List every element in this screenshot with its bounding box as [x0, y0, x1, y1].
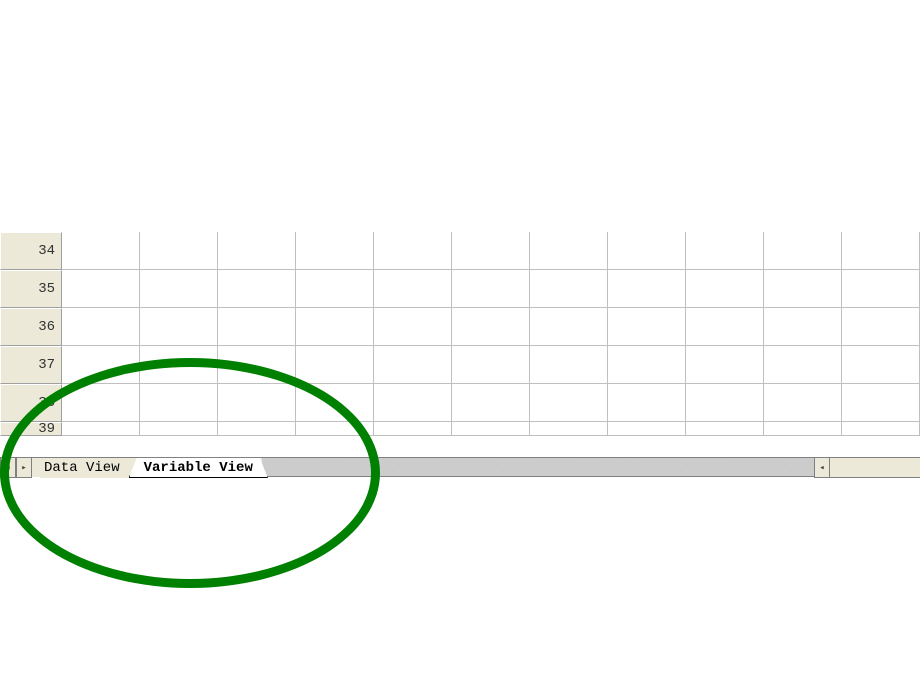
cell[interactable]: [686, 270, 764, 308]
cell[interactable]: [452, 308, 530, 346]
cell[interactable]: [218, 384, 296, 422]
cell[interactable]: [842, 422, 920, 436]
table-row: 34: [0, 232, 920, 270]
cell[interactable]: [296, 232, 374, 270]
cell[interactable]: [608, 384, 686, 422]
table-row: 39: [0, 422, 920, 436]
cell[interactable]: [140, 422, 218, 436]
cell[interactable]: [296, 422, 374, 436]
cell[interactable]: [530, 346, 608, 384]
cell[interactable]: [62, 232, 140, 270]
cell[interactable]: [296, 308, 374, 346]
cell[interactable]: [686, 308, 764, 346]
cell[interactable]: [296, 270, 374, 308]
cell[interactable]: [608, 422, 686, 436]
cell[interactable]: [218, 422, 296, 436]
cell[interactable]: [686, 232, 764, 270]
cell[interactable]: [140, 308, 218, 346]
cell[interactable]: [374, 422, 452, 436]
row-header[interactable]: 35: [0, 270, 62, 308]
cell[interactable]: [140, 232, 218, 270]
cell[interactable]: [686, 422, 764, 436]
row-header[interactable]: 38: [0, 384, 62, 422]
chevron-right-icon: ▸: [21, 463, 26, 473]
tab-variable-view[interactable]: Variable View: [129, 458, 268, 478]
cell[interactable]: [296, 384, 374, 422]
cell[interactable]: [62, 270, 140, 308]
cell[interactable]: [140, 270, 218, 308]
hscroll-track[interactable]: [830, 458, 920, 478]
chevron-left-icon: ◂: [819, 463, 824, 473]
cell[interactable]: [218, 270, 296, 308]
tab-data-view[interactable]: Data View: [32, 458, 135, 478]
table-row: 35: [0, 270, 920, 308]
row-header[interactable]: 36: [0, 308, 62, 346]
cell[interactable]: [686, 346, 764, 384]
tab-label: Data View: [44, 460, 120, 476]
cell[interactable]: [452, 422, 530, 436]
grid-container: 343536373839: [0, 232, 920, 457]
cell[interactable]: [530, 384, 608, 422]
cell[interactable]: [764, 384, 842, 422]
tab-track: [262, 458, 814, 477]
cell[interactable]: [764, 422, 842, 436]
table-row: 38: [0, 384, 920, 422]
cell[interactable]: [842, 308, 920, 346]
table-row: 36: [0, 308, 920, 346]
tab-label: Variable View: [144, 460, 253, 476]
tab-nav-prev-button[interactable]: ◂: [0, 458, 16, 478]
cell[interactable]: [374, 270, 452, 308]
tab-nav-next-button[interactable]: ▸: [16, 458, 32, 478]
cell[interactable]: [530, 232, 608, 270]
chevron-left-icon: ◂: [5, 463, 10, 473]
cell[interactable]: [140, 346, 218, 384]
table-row: 37: [0, 346, 920, 384]
cell[interactable]: [842, 270, 920, 308]
cell[interactable]: [608, 270, 686, 308]
row-header[interactable]: 34: [0, 232, 62, 270]
cell[interactable]: [842, 384, 920, 422]
cell[interactable]: [374, 346, 452, 384]
cell[interactable]: [452, 270, 530, 308]
cell[interactable]: [62, 422, 140, 436]
cell[interactable]: [608, 308, 686, 346]
cell[interactable]: [530, 422, 608, 436]
cell[interactable]: [218, 308, 296, 346]
hscroll-left-button[interactable]: ◂: [814, 458, 830, 478]
cell[interactable]: [764, 308, 842, 346]
cell[interactable]: [62, 308, 140, 346]
cell[interactable]: [140, 384, 218, 422]
cell[interactable]: [374, 232, 452, 270]
row-header[interactable]: 39: [0, 422, 62, 436]
cell[interactable]: [374, 308, 452, 346]
cell[interactable]: [764, 346, 842, 384]
cell[interactable]: [530, 308, 608, 346]
cell[interactable]: [452, 232, 530, 270]
cell[interactable]: [62, 384, 140, 422]
cell[interactable]: [452, 346, 530, 384]
cell[interactable]: [842, 232, 920, 270]
cell[interactable]: [764, 232, 842, 270]
cell[interactable]: [686, 384, 764, 422]
cell[interactable]: [530, 270, 608, 308]
cell[interactable]: [608, 346, 686, 384]
cell[interactable]: [296, 346, 374, 384]
cell[interactable]: [608, 232, 686, 270]
cell[interactable]: [62, 346, 140, 384]
cell[interactable]: [842, 346, 920, 384]
row-header[interactable]: 37: [0, 346, 62, 384]
cell[interactable]: [218, 232, 296, 270]
tab-bar: ◂ ▸ Data View Variable View ◂: [0, 457, 920, 477]
cell[interactable]: [764, 270, 842, 308]
cell[interactable]: [218, 346, 296, 384]
cell[interactable]: [452, 384, 530, 422]
cell[interactable]: [374, 384, 452, 422]
spreadsheet-area: 343536373839 ◂ ▸ Data View Variable View…: [0, 232, 920, 477]
